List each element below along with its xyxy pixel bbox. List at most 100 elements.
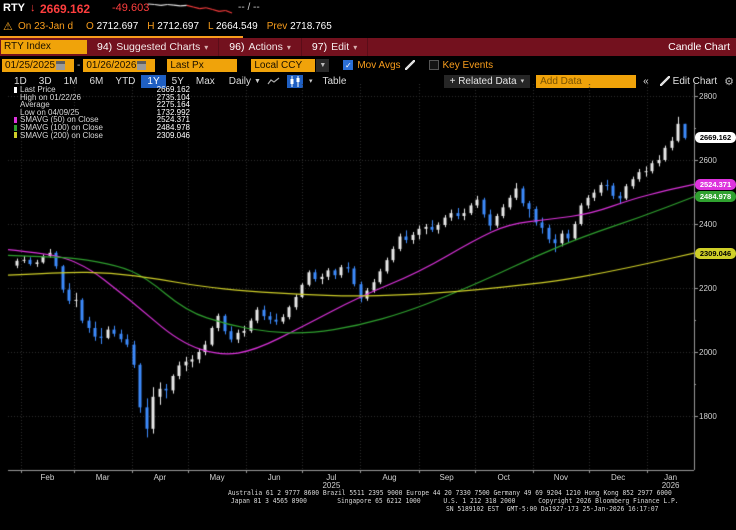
pencil-icon: [659, 76, 670, 86]
down-arrow-icon: ↓: [30, 2, 36, 14]
x-axis-label-jun: Jun: [267, 473, 281, 482]
footer-terminal-info: SN 5189102 EST GMT-5:00 Da1927-173 25-Ja…: [446, 505, 659, 513]
range-tab-1m[interactable]: 1M: [63, 75, 78, 87]
alert-icon: ⚠: [3, 21, 13, 33]
gear-icon[interactable]: ⚙: [724, 75, 734, 88]
footer-phones-line2: Japan 81 3 4565 8900 Singapore 65 6212 1…: [231, 497, 679, 505]
x-axis-label-apr: Apr: [153, 473, 167, 482]
legend-value: 2735.104: [156, 92, 190, 102]
y-axis-label-2400: 2400: [699, 219, 717, 229]
x-axis-label-may: May: [209, 473, 225, 482]
legend-value: 2309.046: [156, 130, 190, 140]
session-bar: ⚠ On 23-Jan d O 2712.697 H 2712.697 L 26…: [0, 18, 736, 36]
x-axis-year-2025: 2025: [322, 481, 341, 490]
range-tab-3d[interactable]: 3D: [38, 75, 52, 87]
chevron-down-icon: ▼: [254, 77, 261, 85]
price-badge-2669.162: 2669.162: [695, 132, 736, 144]
edit-mov-avgs-pencil-icon[interactable]: [404, 60, 415, 70]
chart-toolbar: 01/25/2025 - 01/26/2026 Last Px Local CC…: [0, 56, 736, 74]
ohlc-values: O 2712.697 H 2712.697 L 2664.549 Prev 27…: [86, 21, 332, 32]
currency-dropdown-button[interactable]: ▼: [316, 58, 330, 72]
legend-row-5: SMAVG (100) on Close 2484.978: [14, 124, 190, 132]
chart-type-dropdown[interactable]: ▾: [308, 78, 313, 85]
mov-avgs-label[interactable]: Mov Avgs: [357, 59, 401, 71]
chevron-down-icon: ▾: [353, 42, 358, 52]
currency-select[interactable]: Local CCY: [251, 58, 316, 72]
chevron-down-icon: ▾: [520, 78, 525, 85]
x-axis-year-2026: 2026: [661, 481, 680, 490]
line-chart-icon: [267, 77, 280, 84]
collapse-button[interactable]: «: [643, 75, 649, 87]
legend-value: 2669.162: [156, 85, 190, 94]
open-value: O 2712.697: [86, 21, 139, 32]
ticker-symbol: RTY: [3, 2, 25, 14]
chart-region: Last Price 2669.162 High on 01/22/26 2735.1…: [0, 84, 736, 490]
legend-row-0: Last Price 2669.162: [14, 86, 190, 94]
y-axis-label-2800: 2800: [699, 91, 717, 101]
range-tab-max[interactable]: Max: [195, 75, 215, 87]
last-price: 2669.162: [40, 2, 91, 16]
price-change: -49.603: [112, 2, 150, 14]
legend-label: SMAVG (200) on Close: [20, 130, 103, 140]
legend-value: 2484.978: [156, 122, 190, 132]
x-axis-label-dec: Dec: [611, 473, 626, 482]
x-axis-label-oct: Oct: [497, 473, 510, 482]
range-tab-5y[interactable]: 5Y: [171, 75, 184, 87]
key-events-checkbox[interactable]: [428, 60, 439, 70]
legend-label: SMAVG (50) on Close: [20, 115, 99, 125]
y-axis-label-1800: 1800: [699, 411, 717, 421]
low-value: L 2664.549: [208, 21, 258, 32]
range-tab-6m[interactable]: 6M: [89, 75, 104, 87]
legend-label: Low on 04/09/25: [20, 107, 80, 117]
footer-phones-line1: Australia 61 2 9777 8600 Brazil 5511 239…: [228, 489, 672, 497]
legend-row-4: SMAVG (50) on Close 2524.371: [14, 116, 190, 124]
edit-chart-button[interactable]: Edit Chart: [656, 76, 717, 87]
legend-color-marker: [14, 124, 17, 131]
y-axis-label-2000: 2000: [699, 347, 717, 357]
price-badge-2524.371: 2524.371: [695, 178, 736, 190]
legend-color-marker: [14, 117, 17, 124]
menu-bar: RTY Index 94) Suggested Charts ▾ 96) Act…: [0, 38, 736, 56]
legend-marker-empty: [14, 110, 17, 116]
date-range-dash: -: [77, 59, 81, 71]
legend-value: 2275.164: [156, 100, 190, 110]
table-button[interactable]: Table: [322, 75, 347, 87]
legend-row-6: SMAVG (200) on Close 2309.046: [14, 130, 190, 140]
menu-edit[interactable]: 97) Edit ▾: [302, 38, 369, 56]
x-axis-label-nov: Nov: [553, 473, 569, 482]
line-chart-type-button[interactable]: [266, 75, 282, 88]
legend-row-3: Low on 04/09/25 1732.992: [14, 107, 190, 117]
active-panel-underline: [0, 36, 243, 38]
legend-value: 1732.992: [156, 107, 190, 117]
bid-ask: -- / --: [238, 2, 260, 13]
legend-label: Average: [20, 100, 50, 110]
frequency-select[interactable]: Daily ▼: [228, 75, 261, 87]
chart-type-title: Candle Chart: [668, 41, 730, 53]
range-tab-1d[interactable]: 1D: [14, 75, 27, 87]
date-to-field[interactable]: 01/26/2026: [83, 58, 156, 72]
legend-value: 2524.371: [156, 115, 190, 125]
legend-label: High on 01/22/26: [20, 92, 81, 102]
chart-legend: Last Price 2669.162 High on 01/22/26 2735.1…: [14, 86, 190, 139]
security-input[interactable]: RTY Index: [1, 40, 87, 54]
chevron-down-icon: ▾: [204, 42, 209, 52]
quote-bar: RTY ↓ 2669.162 -49.603 -- / --: [0, 0, 736, 18]
calendar-icon[interactable]: [56, 60, 66, 70]
session-info: On 23-Jan d: [18, 21, 74, 32]
range-tab-ytd[interactable]: YTD: [115, 75, 136, 87]
candlestick-chart-canvas[interactable]: [0, 84, 736, 486]
menu-actions[interactable]: 96) Actions ▾: [219, 38, 302, 56]
calendar-icon[interactable]: [137, 60, 147, 70]
menu-suggested-charts[interactable]: 94) Suggested Charts ▾: [87, 38, 220, 56]
mov-avgs-checkbox[interactable]: ✓: [343, 60, 354, 70]
y-axis-label-2200: 2200: [699, 283, 717, 293]
legend-row-2: Average 2275.164: [14, 101, 190, 109]
legend-color-marker: [14, 86, 17, 93]
date-from-field[interactable]: 01/25/2025: [2, 58, 74, 72]
x-axis-label-sep: Sep: [439, 473, 454, 482]
x-axis-label-aug: Aug: [382, 473, 397, 482]
intraday-sparkline: [146, 2, 234, 15]
price-field-select[interactable]: Last Px: [167, 58, 238, 72]
key-events-label[interactable]: Key Events: [442, 59, 494, 71]
